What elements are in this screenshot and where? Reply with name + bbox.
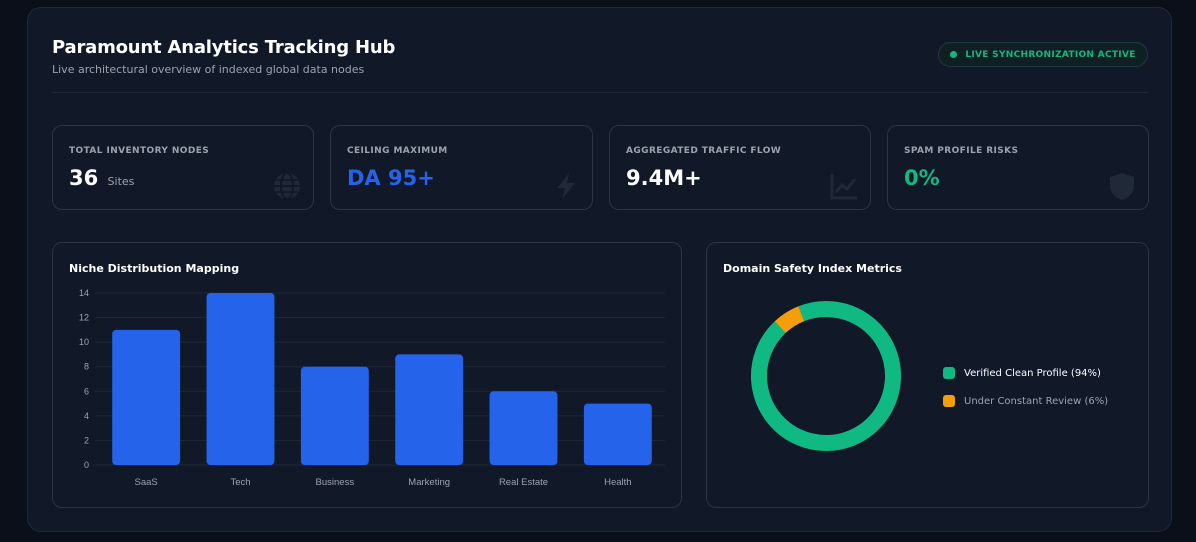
bolt-icon	[557, 173, 575, 199]
y-tick-label: 10	[79, 337, 89, 347]
bar	[583, 403, 652, 465]
bar	[395, 354, 464, 465]
globe-icon	[274, 172, 300, 200]
kpi-card-traffic: AGGREGATED TRAFFIC FLOW 9.4M+	[609, 125, 871, 210]
shield-icon	[1110, 173, 1134, 200]
legend-swatch	[943, 395, 955, 407]
kpi-card-spam: SPAM PROFILE RISKS 0%	[887, 125, 1149, 210]
y-tick-label: 0	[84, 460, 89, 470]
x-tick-label: Health	[604, 477, 631, 488]
kpi-label: SPAM PROFILE RISKS	[904, 146, 1019, 156]
legend-label: Verified Clean Profile (94%)	[964, 367, 1101, 379]
x-tick-label: SaaS	[135, 477, 158, 488]
legend-item-review: Under Constant Review (6%)	[943, 395, 1108, 407]
kpi-unit: Sites	[107, 175, 135, 188]
legend-swatch	[943, 367, 955, 379]
card-title: Domain Safety Index Metrics	[723, 262, 902, 275]
domain-safety-card: Domain Safety Index Metrics Verified Cle…	[706, 242, 1149, 508]
y-tick-label: 12	[79, 313, 89, 323]
kpi-value: 36 Sites	[69, 166, 134, 190]
kpi-value: 9.4M+	[626, 166, 702, 190]
y-tick-label: 14	[79, 288, 89, 298]
y-tick-label: 8	[84, 362, 89, 372]
page-title: Paramount Analytics Tracking Hub	[52, 37, 396, 58]
dashboard-panel: Paramount Analytics Tracking Hub Live ar…	[27, 7, 1172, 532]
x-tick-label: Marketing	[408, 477, 450, 488]
bar	[489, 391, 558, 465]
niche-distribution-card: Niche Distribution Mapping 0 2 4 6 8 10 12 14 Sa…	[52, 242, 682, 508]
kpi-card-ceiling: CEILING MAXIMUM DA 95+	[330, 125, 593, 210]
trend-chart-icon	[830, 174, 857, 200]
niche-bar-chart: 0 2 4 6 8 10 12 14 SaaS Tech Business Marketing Real…	[79, 288, 665, 488]
donut-slice	[751, 301, 901, 451]
kpi-number: 36	[69, 166, 99, 190]
bar	[206, 293, 275, 465]
x-tick-label: Tech	[230, 477, 250, 488]
x-tick-label: Business	[316, 477, 355, 488]
card-title: Niche Distribution Mapping	[69, 262, 240, 275]
kpi-value: DA 95+	[347, 166, 435, 190]
bar	[112, 329, 181, 465]
safety-donut-chart	[751, 301, 901, 451]
live-status-text: LIVE SYNCHRONIZATION ACTIVE	[965, 49, 1136, 60]
y-tick-label: 6	[84, 386, 89, 396]
y-tick-label: 4	[84, 411, 89, 421]
x-tick-label: Real Estate	[499, 477, 548, 488]
kpi-value: 0%	[904, 166, 940, 190]
legend-label: Under Constant Review (6%)	[964, 395, 1109, 407]
kpi-card-inventory: TOTAL INVENTORY NODES 36 Sites	[52, 125, 314, 210]
kpi-label: AGGREGATED TRAFFIC FLOW	[626, 146, 782, 156]
page-subtitle: Live architectural overview of indexed g…	[52, 63, 365, 76]
live-dot-icon	[950, 51, 958, 58]
y-tick-label: 2	[84, 435, 89, 445]
live-status-badge: LIVE SYNCHRONIZATION ACTIVE	[938, 42, 1148, 67]
bar	[300, 366, 369, 465]
kpi-label: CEILING MAXIMUM	[347, 146, 448, 156]
legend-item-verified: Verified Clean Profile (94%)	[943, 367, 1101, 379]
header-divider	[52, 92, 1148, 93]
donut-slice	[774, 306, 805, 334]
kpi-label: TOTAL INVENTORY NODES	[69, 146, 210, 156]
